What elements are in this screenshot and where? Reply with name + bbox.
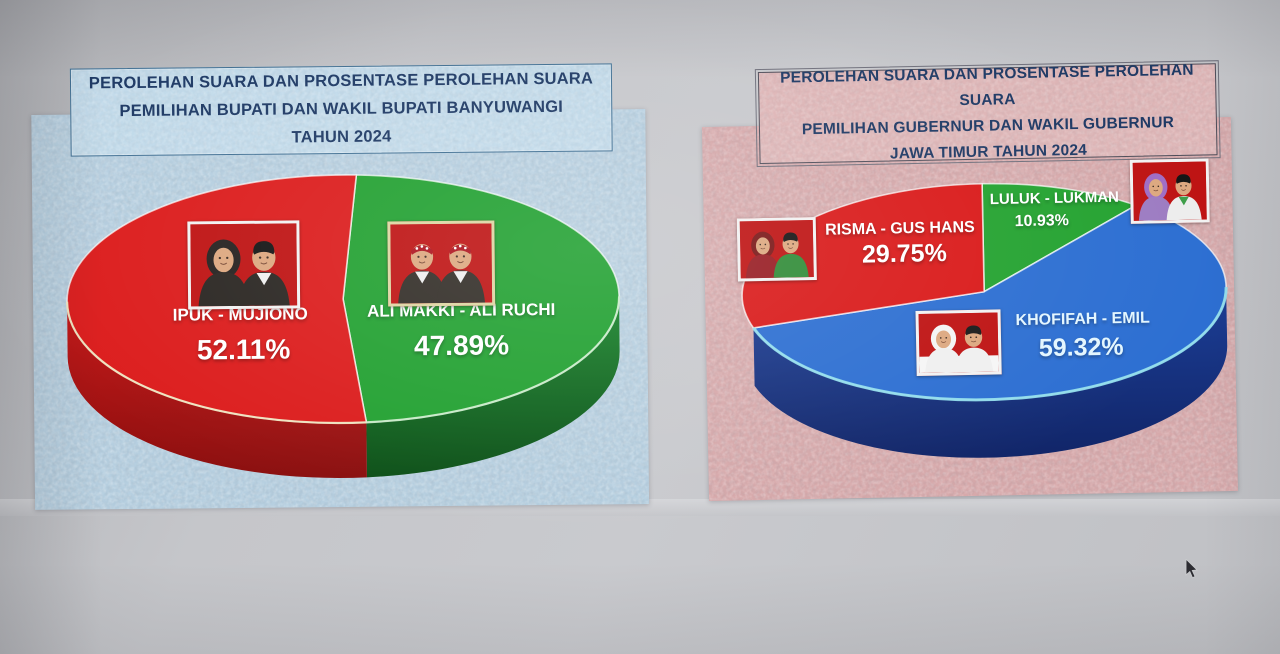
- photo-image: [739, 220, 814, 279]
- bupati-chart-title-box: PEROLEHAN SUARA DAN PROSENTASE PEROLEHAN…: [69, 63, 613, 157]
- candidate-photo-luluk-lukman: [1129, 158, 1210, 224]
- bupati-vote-chart: PEROLEHAN SUARA DAN PROSENTASE PEROLEHAN…: [23, 57, 657, 523]
- gubernur-chart-title-box: PEROLEHAN SUARA DAN PROSENTASE PEROLEHAN…: [754, 59, 1221, 168]
- title-line-3: TAHUN 2024: [291, 127, 392, 147]
- candidate-photo-risma-gus-hans: [736, 216, 817, 282]
- slice-label-khofifah-emil: KHOFIFAH - EMIL: [1015, 309, 1150, 330]
- photo-image: [390, 223, 493, 304]
- candidate-photo-khofifah-emil: [915, 309, 1002, 377]
- slice-percentage-ipuk-mujiono: 52.11%: [196, 333, 291, 366]
- slice-percentage-luluk-lukman: 10.93%: [1014, 212, 1070, 231]
- mouse-cursor-icon: [1185, 559, 1199, 579]
- bupati-pie-chart: [65, 174, 621, 478]
- slice-percentage-ali-makki-ali-ruchi: 47.89%: [413, 329, 510, 362]
- slice-percentage-khofifah-emil: 59.32%: [1038, 332, 1124, 363]
- slice-label-luluk-lukman: LULUK - LUKMAN: [989, 188, 1120, 209]
- candidate-photo-ipuk-mujiono: [187, 220, 301, 310]
- slice-percentage-risma-gus-hans: 29.75%: [861, 238, 948, 269]
- gubernur-vote-chart: PEROLEHAN SUARA DAN PROSENTASE PEROLEHAN…: [696, 55, 1245, 515]
- photo-image: [1132, 161, 1207, 221]
- photo-image: [190, 223, 298, 307]
- candidate-photo-ali-makki-ali-ruchi: [387, 220, 496, 307]
- photo-image: [918, 312, 999, 373]
- title-line-1: PEROLEHAN SUARA DAN PROSENTASE PEROLEHAN…: [780, 61, 1194, 110]
- slice-label-risma-gus-hans: RISMA - GUS HANS: [824, 218, 975, 239]
